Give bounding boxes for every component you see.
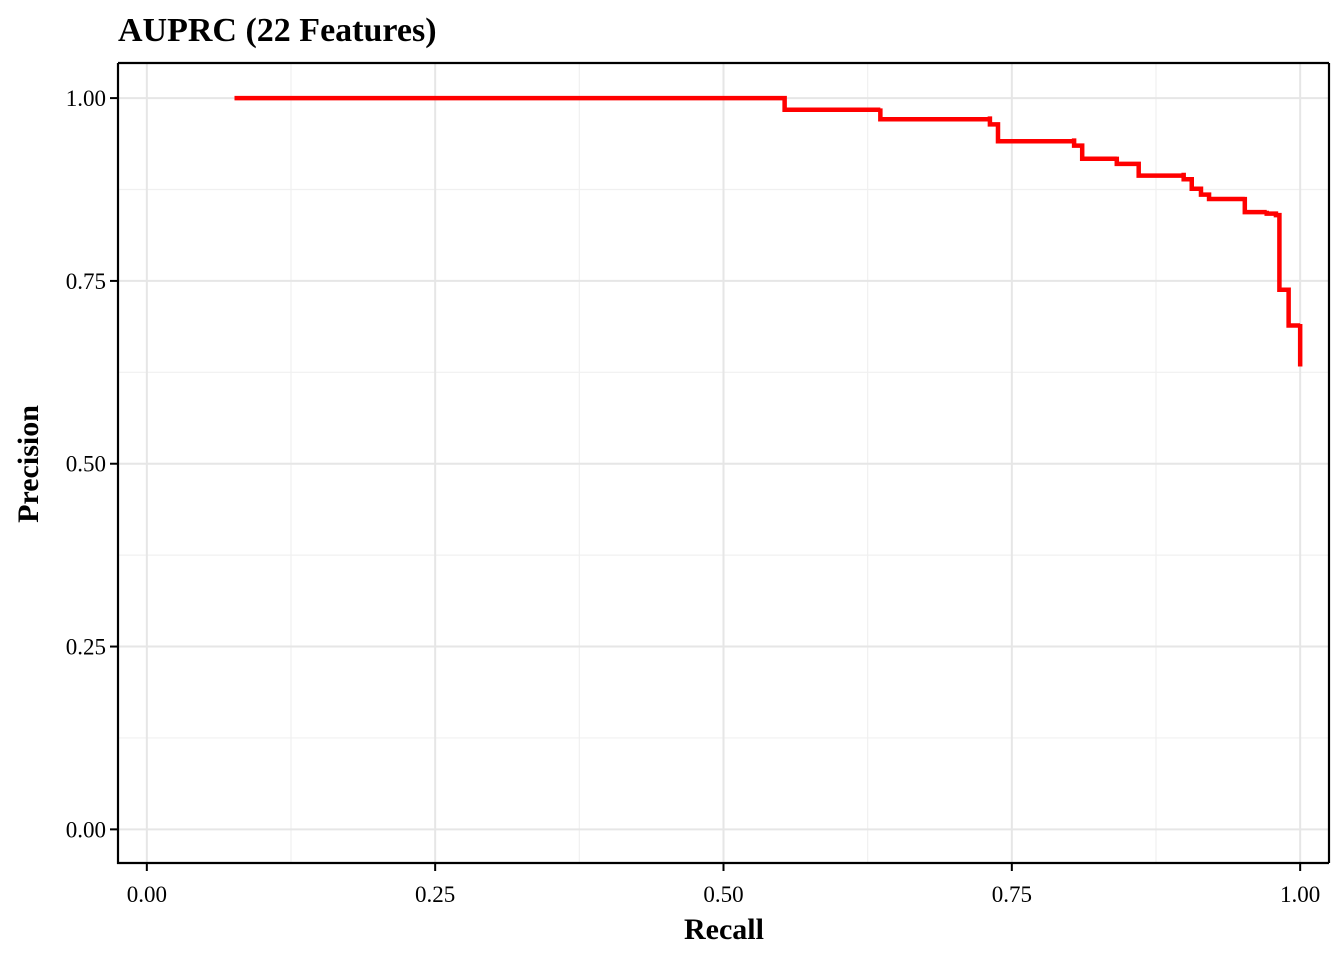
y-tick-label: 1.00 (66, 86, 106, 111)
x-axis-title: Recall (684, 913, 764, 946)
x-tick-label: 0.50 (703, 882, 743, 907)
x-tick-label: 1.00 (1280, 882, 1320, 907)
x-tick-label: 0.00 (127, 882, 167, 907)
y-tick-label: 0.00 (66, 817, 106, 842)
chart-title: AUPRC (22 Features) (118, 12, 437, 49)
precision-recall-curve (234, 95, 1303, 367)
series-layer (234, 95, 1303, 367)
y-tick-label: 0.50 (66, 452, 106, 477)
y-axis-title: Precision (12, 405, 45, 523)
y-tick-label: 0.75 (66, 269, 106, 294)
y-tick-label: 0.25 (66, 635, 106, 660)
x-tick-label: 0.75 (992, 882, 1032, 907)
x-tick-label: 0.25 (415, 882, 455, 907)
x-axis-ticks: 0.00 0.25 0.50 0.75 1.00 (127, 863, 1320, 907)
y-axis-ticks: 0.00 0.25 0.50 0.75 1.00 (66, 86, 118, 842)
grid (118, 63, 1329, 863)
